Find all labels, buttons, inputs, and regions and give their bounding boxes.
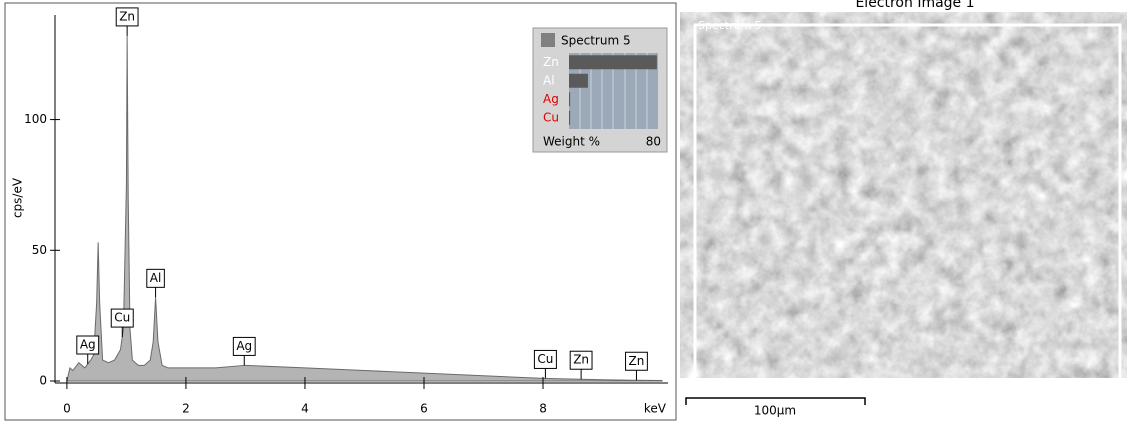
annotation-label: Cu [114,311,130,325]
x-tick-label: 4 [301,402,309,416]
spectrum-area [66,35,663,382]
y-tick-label: 100 [24,112,47,126]
annotation: Zn [625,351,648,371]
x-tick-label: 2 [182,402,190,416]
spectrum-region [693,23,1122,385]
annotation-label: Ag [80,338,96,352]
x-tick-label: 6 [420,402,428,416]
y-axis-label: cps/eV [11,177,25,218]
x-axis-label: keV [644,402,667,416]
category-label: Ag [543,92,559,106]
annotation-box [115,7,139,27]
annotation-box [625,351,648,371]
bar [569,55,657,70]
category-label: Al [543,73,555,87]
scale-label: 100µm [754,404,796,418]
image-title: Electron Image 1 [855,0,974,11]
annotation: Zn [115,7,139,27]
x-tick-label: 0 [63,402,71,416]
annotation: Cu [533,349,557,369]
annotation-box [146,268,165,288]
legend-swatch [541,33,555,47]
category-label: Cu [543,110,559,124]
annotation-box [110,308,134,328]
y-tick-label: 50 [32,243,47,257]
category-label: Zn [543,55,559,69]
annotation-box [569,350,593,370]
annotation-label: Cu [537,352,553,366]
annotation: Ag [232,336,256,356]
annotation-label: Al [150,271,162,285]
x-tick-label: 8 [539,402,547,416]
x-tick-label: 80 [646,135,661,149]
annotation-box [533,349,557,369]
annotation-label: Zn [629,354,645,368]
region-label: Spectrum 5 [698,19,762,32]
annotation: Ag [76,335,100,355]
annotation-box [232,336,256,356]
annotation: Zn [569,350,593,370]
y-tick-label: 0 [39,374,47,388]
sem-image [680,12,1127,378]
bar [569,73,588,88]
x-axis-label: Weight % [543,135,600,149]
annotation: Al [146,268,165,288]
bar [569,92,571,107]
scale-bar [685,397,866,405]
annotation-box [76,335,100,355]
annotation: Cu [110,308,134,328]
annotation-label: Zn [119,9,135,23]
annotation-label: Ag [236,339,252,353]
annotation-label: Zn [573,353,589,367]
bar [569,110,571,125]
legend-label: Spectrum 5 [561,34,631,48]
